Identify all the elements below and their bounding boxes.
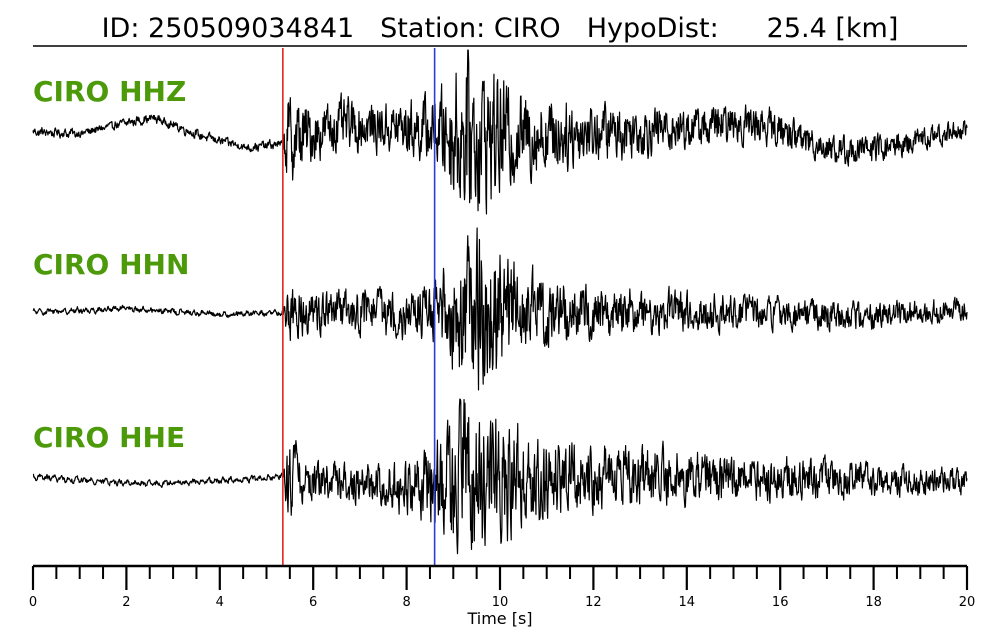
x-tick-label: 2 — [122, 595, 130, 610]
channel-label-hhn: CIRO HHN — [33, 248, 189, 281]
x-tick-label: 4 — [216, 595, 224, 610]
x-tick-label: 16 — [772, 595, 789, 610]
x-tick-label: 10 — [492, 595, 509, 610]
phase-picks — [282, 48, 436, 566]
x-tick-label: 6 — [309, 595, 317, 610]
x-axis-label: Time [s] — [466, 609, 532, 628]
event-id-label: ID: — [102, 13, 140, 44]
x-tick-label: 12 — [585, 595, 602, 610]
hypodist-label: HypoDist: — [587, 13, 719, 44]
waveform-ciro-hhe — [32, 398, 968, 555]
x-tick-label: 14 — [679, 595, 696, 610]
station-value: CIRO — [494, 13, 561, 44]
channel-label-hhe: CIRO HHE — [33, 421, 185, 454]
hypodist-unit: [km] — [835, 13, 898, 44]
chart-title: ID: 250509034841 Station: CIRO HypoDist: 25… — [102, 13, 899, 44]
x-tick-label: 20 — [959, 595, 976, 610]
waveform-ciro-hhn — [32, 227, 968, 391]
x-tick-label: 8 — [402, 595, 410, 610]
event-id-value: 250509034841 — [148, 13, 354, 44]
time-axis: 0 2 4 6 8 10 12 14 16 18 20 — [29, 564, 976, 610]
x-tick-label: 18 — [865, 595, 882, 610]
x-tick-label: 0 — [29, 595, 37, 610]
channel-label-hhz: CIRO HHZ — [33, 75, 186, 108]
hypodist-value: 25.4 — [767, 13, 827, 44]
waveform-traces — [32, 49, 968, 555]
station-label: Station: — [380, 13, 485, 44]
waveform-ciro-hhz — [32, 49, 968, 215]
